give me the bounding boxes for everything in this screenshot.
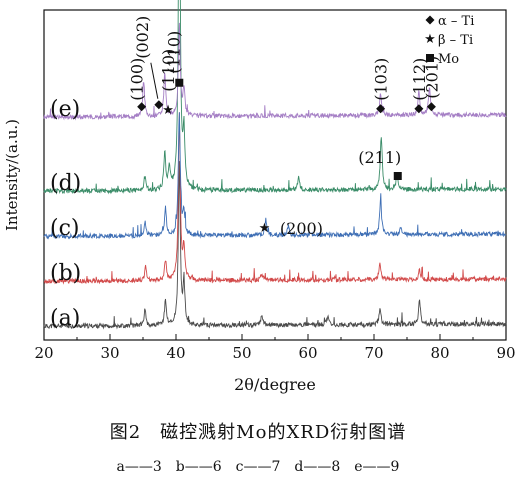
peak-label: (103) <box>372 58 391 101</box>
series-line-a <box>43 161 507 330</box>
series-line-e <box>43 22 507 121</box>
x-axis-ticks: 20 30 40 50 60 70 80 90 <box>34 334 516 362</box>
peak-label: (201) <box>422 56 441 99</box>
x-tick-label: 30 <box>100 344 119 362</box>
peak-label: (110) <box>164 31 183 74</box>
series-line-b <box>43 112 507 285</box>
x-axis-label: 2θ/degree <box>234 375 316 394</box>
series-line-d <box>43 0 507 195</box>
figure-title: 图2 磁控溅射Mo的XRD衍射图谱 <box>109 422 407 443</box>
xrd-chart: 20 30 40 50 60 70 80 90 (a) (b) (c) (d) (e) (100)(0… <box>3 0 516 394</box>
figure-legend-line: a——3 b——6 c——7 d——8 e——9 <box>116 459 400 475</box>
x-tick-label: 20 <box>34 344 53 362</box>
series-label-d: (d) <box>50 171 81 196</box>
legend: α – Ti★ β – Ti Mo <box>424 14 474 67</box>
legend-entry: β – Ti <box>438 33 473 48</box>
series-label-e: (e) <box>50 97 80 122</box>
peak-marker-square <box>175 78 184 87</box>
peak-label: (112) <box>410 58 429 101</box>
peak-marker-diamond <box>414 104 424 114</box>
peak-marker-diamond <box>426 102 436 112</box>
peak-marker-square <box>393 172 402 180</box>
legend-marker-diamond <box>425 15 435 25</box>
legend-entry: Mo <box>438 52 459 67</box>
peak-label: (200) <box>280 219 323 238</box>
series-line-c <box>43 112 507 240</box>
series-label-a: (a) <box>50 306 80 331</box>
legend-marker-square <box>426 54 434 62</box>
peak-marker-star: ★ <box>162 103 174 118</box>
peak-label: (002) <box>133 16 152 59</box>
peak-marker-star: ★ <box>259 221 271 236</box>
legend-entry: α – Ti <box>438 14 474 29</box>
x-tick-label: 40 <box>166 344 185 362</box>
x-tick-label: 90 <box>496 344 515 362</box>
legend-marker-star: ★ <box>424 32 436 47</box>
y-axis-label: Intensity/(a.u.) <box>3 119 21 231</box>
peak-label: (211) <box>358 148 401 167</box>
peak-label: (100) <box>128 58 147 101</box>
peak-marker-diamond <box>137 102 147 112</box>
peak-label: (110) <box>159 49 178 92</box>
peak-marker-diamond <box>154 100 164 110</box>
x-tick-label: 60 <box>298 344 317 362</box>
series-traces <box>43 0 507 330</box>
peak-annotations: (100)(002) ★ (110)(110) (103) (112)(201) (211… <box>128 16 442 238</box>
x-tick-label: 50 <box>232 344 251 362</box>
peak-marker-diamond <box>376 104 386 114</box>
series-label-b: (b) <box>50 261 81 286</box>
x-tick-label: 80 <box>430 344 449 362</box>
series-labels: (a) (b) (c) (d) (e) <box>50 97 81 331</box>
leader-line <box>150 62 159 99</box>
x-tick-label: 70 <box>364 344 383 362</box>
series-label-c: (c) <box>50 216 80 241</box>
